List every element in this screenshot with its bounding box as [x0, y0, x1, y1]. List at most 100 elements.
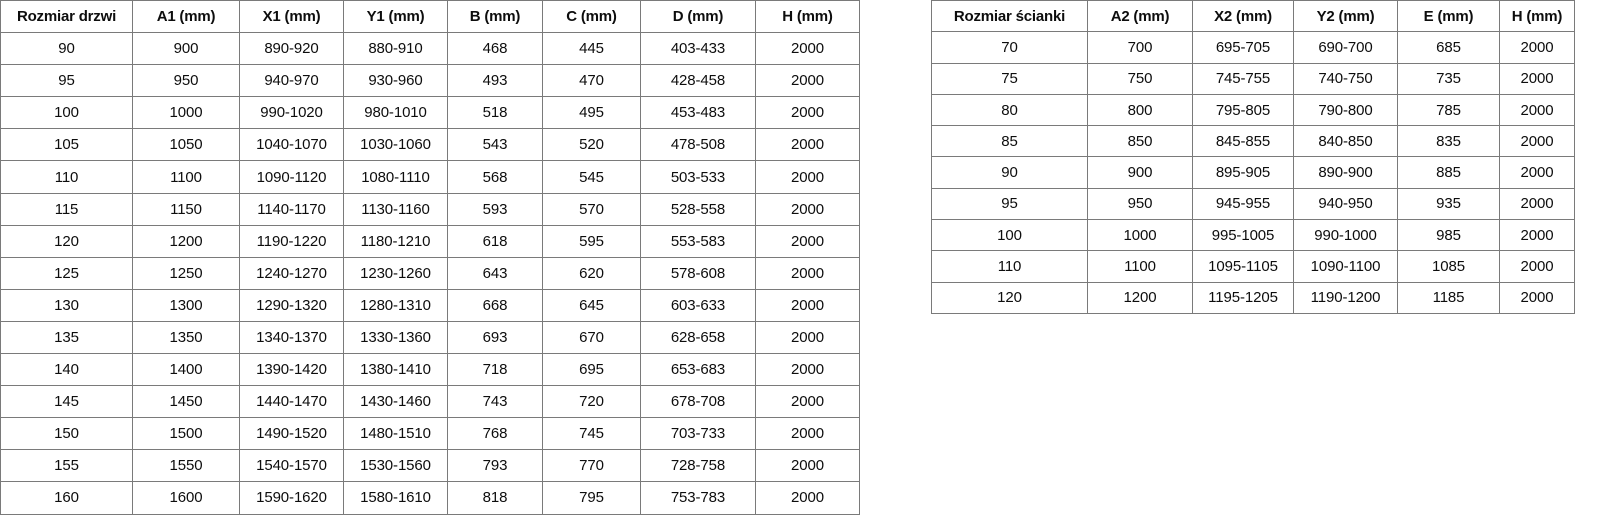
table-row: 115 1150 1140-1170 1130-1160 593 570 528-558 20…: [0, 192, 860, 226]
table-cell: 75: [931, 62, 1088, 95]
table-cell: 940-970: [239, 64, 344, 98]
table-cell: 1330-1360: [343, 320, 448, 355]
table-cell: 2000: [755, 128, 860, 162]
door-dimensions-table-container: Rozmiar drzwi A1 (mm) X1 (mm) Y1 (mm) B (mm)…: [0, 0, 860, 515]
table-cell: 570: [542, 192, 641, 226]
table-cell: 1085: [1397, 250, 1500, 283]
table-cell: 693: [447, 320, 543, 355]
table-cell: 593: [447, 192, 543, 226]
table-cell: 1530-1560: [343, 449, 448, 483]
table-cell: 695: [542, 353, 641, 387]
table-cell: 95: [0, 64, 133, 98]
table-row: 75 750 745-755 740-750 735 2000: [931, 62, 1575, 95]
table-cell: 643: [447, 256, 543, 290]
column-header: Rozmiar ścianki: [931, 0, 1088, 33]
table-cell: 1390-1420: [239, 353, 344, 387]
table-cell: 935: [1397, 187, 1500, 221]
wall-table-head: Rozmiar ścianki A2 (mm) X2 (mm) Y2 (mm) E (m…: [931, 0, 1575, 33]
table-cell: 150: [0, 417, 133, 451]
table-cell: 2000: [755, 353, 860, 387]
table-row: 80 800 795-805 790-800 785 2000: [931, 93, 1575, 127]
table-cell: 2000: [755, 256, 860, 290]
table-cell: 995-1005: [1192, 219, 1294, 252]
table-cell: 125: [0, 256, 133, 290]
wall-table-body: 70 700 695-705 690-700 685 2000 75 750 745-755 74…: [931, 31, 1575, 314]
door-table-body: 90 900 890-920 880-910 468 445 403-433 2000 95 95…: [0, 32, 860, 515]
table-cell: 90: [0, 32, 133, 66]
table-cell: 795: [542, 481, 641, 515]
table-cell: 945-955: [1192, 187, 1294, 221]
table-cell: 940-950: [1293, 187, 1398, 221]
table-cell: 568: [447, 160, 543, 194]
table-cell: 880-910: [343, 32, 448, 66]
table-cell: 1190-1220: [239, 224, 344, 258]
table-cell: 110: [0, 160, 133, 194]
table-cell: 653-683: [640, 353, 756, 387]
door-table-head: Rozmiar drzwi A1 (mm) X1 (mm) Y1 (mm) B (mm)…: [0, 0, 860, 34]
table-cell: 1030-1060: [343, 128, 448, 162]
table-cell: 2000: [1499, 281, 1575, 314]
column-header: X2 (mm): [1192, 0, 1294, 33]
table-cell: 428-458: [640, 64, 756, 98]
table-cell: 690-700: [1293, 31, 1398, 64]
table-cell: 990-1000: [1293, 219, 1398, 252]
table-cell: 750: [1087, 62, 1193, 95]
table-row: 130 1300 1290-1320 1280-1310 668 645 603-633 20…: [0, 288, 860, 322]
table-cell: 1350: [132, 320, 240, 355]
table-cell: 700: [1087, 31, 1193, 64]
table-cell: 1050: [132, 128, 240, 162]
table-cell: 1080-1110: [343, 160, 448, 194]
table-cell: 793: [447, 449, 543, 483]
table-cell: 545: [542, 160, 641, 194]
table-cell: 628-658: [640, 320, 756, 355]
table-cell: 100: [0, 96, 133, 130]
table-cell: 790-800: [1293, 93, 1398, 127]
table-row: 105 1050 1040-1070 1030-1060 543 520 478-508 20…: [0, 128, 860, 162]
table-cell: 785: [1397, 93, 1500, 127]
table-cell: 720: [542, 385, 641, 419]
table-cell: 1340-1370: [239, 320, 344, 355]
table-cell: 728-758: [640, 449, 756, 483]
column-header: Y1 (mm): [343, 0, 448, 34]
table-cell: 578-608: [640, 256, 756, 290]
table-cell: 840-850: [1293, 125, 1398, 158]
table-cell: 1580-1610: [343, 481, 448, 515]
table-row: 100 1000 990-1020 980-1010 518 495 453-483 2000: [0, 96, 860, 130]
table-cell: 2000: [755, 160, 860, 194]
table-cell: 160: [0, 481, 133, 515]
table-cell: 595: [542, 224, 641, 258]
table-cell: 1380-1410: [343, 353, 448, 387]
table-cell: 900: [1087, 156, 1193, 189]
table-cell: 1190-1200: [1293, 281, 1398, 314]
table-cell: 2000: [755, 449, 860, 483]
column-header: A2 (mm): [1087, 0, 1193, 33]
table-cell: 1240-1270: [239, 256, 344, 290]
table-cell: 145: [0, 385, 133, 419]
table-row: 145 1450 1440-1470 1430-1460 743 720 678-708 20…: [0, 385, 860, 419]
table-row: 110 1100 1095-1105 1090-1100 1085 2000: [931, 250, 1575, 283]
table-cell: 670: [542, 320, 641, 355]
table-cell: 130: [0, 288, 133, 322]
table-cell: 70: [931, 31, 1088, 64]
table-cell: 1440-1470: [239, 385, 344, 419]
table-cell: 718: [447, 353, 543, 387]
table-cell: 1180-1210: [343, 224, 448, 258]
table-cell: 745-755: [1192, 62, 1294, 95]
table-cell: 890-900: [1293, 156, 1398, 189]
table-cell: 520: [542, 128, 641, 162]
table-cell: 645: [542, 288, 641, 322]
table-cell: 1540-1570: [239, 449, 344, 483]
table-cell: 850: [1087, 125, 1193, 158]
table-cell: 770: [542, 449, 641, 483]
table-cell: 85: [931, 125, 1088, 158]
table-cell: 135: [0, 320, 133, 355]
table-cell: 1400: [132, 353, 240, 387]
door-table-header-row: Rozmiar drzwi A1 (mm) X1 (mm) Y1 (mm) B (mm)…: [0, 0, 860, 34]
table-cell: 528-558: [640, 192, 756, 226]
column-header: Rozmiar drzwi: [0, 0, 133, 34]
table-cell: 900: [132, 32, 240, 66]
table-cell: 100: [931, 219, 1088, 252]
table-cell: 603-633: [640, 288, 756, 322]
table-row: 95 950 945-955 940-950 935 2000: [931, 187, 1575, 221]
table-row: 110 1100 1090-1120 1080-1110 568 545 503-533 20…: [0, 160, 860, 194]
